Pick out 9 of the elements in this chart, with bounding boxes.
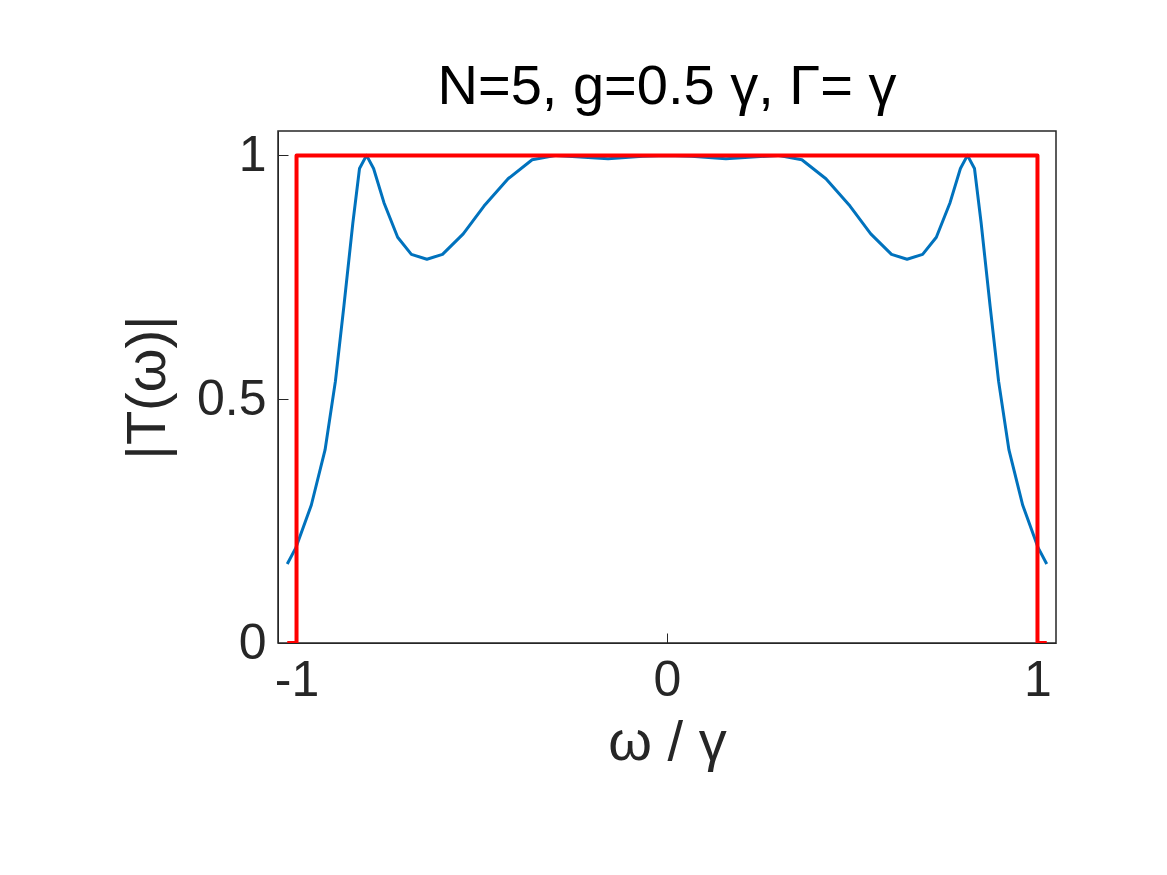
y-axis-title: |T(ω)| [113,315,177,460]
x-tick-label: 1 [1024,650,1052,707]
x-tick-label: -1 [274,650,320,707]
y-tick-label: 1 [238,125,267,182]
x-tick-label: 0 [653,650,682,707]
chart-title: N=5, g=0.5 γ, Γ= γ [437,53,897,117]
y-tick-label: 0 [238,613,267,670]
y-tick-label: 0.5 [196,369,267,426]
x-axis-title: ω / γ [608,708,727,772]
